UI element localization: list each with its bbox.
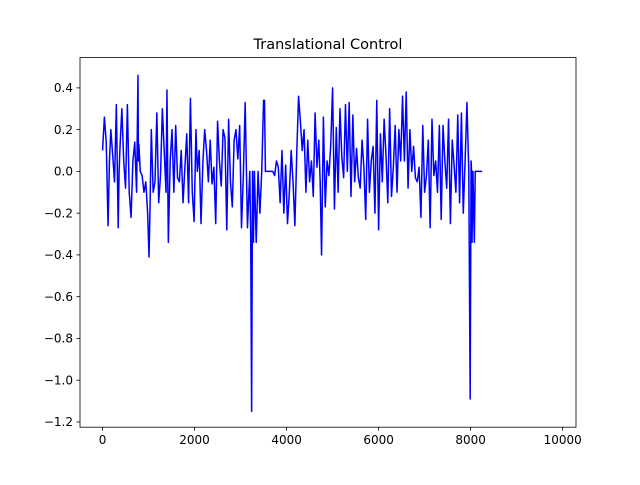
x-tick-label: 4000 xyxy=(271,433,302,447)
x-tick-label: 0 xyxy=(99,433,107,447)
y-tick-label: −0.4 xyxy=(44,248,73,262)
x-tick-label: 8000 xyxy=(455,433,486,447)
y-tick-label: −0.8 xyxy=(44,332,73,346)
x-tick-label: 2000 xyxy=(179,433,210,447)
y-tick-label: 0.2 xyxy=(54,123,73,137)
y-tick-label: 0.4 xyxy=(54,81,73,95)
y-tick-label: −0.2 xyxy=(44,206,73,220)
axes-frame xyxy=(79,57,577,428)
y-tick-label: −1.2 xyxy=(44,415,73,429)
plot-area xyxy=(80,57,576,428)
x-tick-label: 10000 xyxy=(544,433,582,447)
series-line-0 xyxy=(101,74,483,413)
y-tick-label: 0.0 xyxy=(54,165,73,179)
y-axis-ticks: −1.2 −1.0 −0.8 −0.6 −0.4 −0.2 0.0 0.2 0.4 xyxy=(44,81,80,429)
chart-title: Translational Control xyxy=(253,37,403,53)
x-axis-ticks: 0 2000 4000 6000 8000 10000 xyxy=(99,427,582,447)
x-tick-label: 6000 xyxy=(363,433,394,447)
y-tick-label: −1.0 xyxy=(44,373,73,387)
series-layer xyxy=(101,74,483,413)
y-tick-label: −0.6 xyxy=(44,290,73,304)
